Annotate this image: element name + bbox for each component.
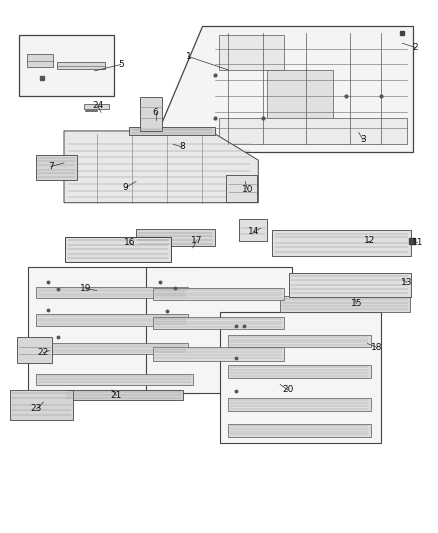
Polygon shape	[57, 62, 106, 69]
Polygon shape	[152, 348, 285, 361]
Text: 19: 19	[80, 284, 92, 293]
Polygon shape	[228, 424, 371, 437]
Polygon shape	[28, 266, 199, 393]
Polygon shape	[219, 118, 407, 144]
Polygon shape	[136, 229, 215, 246]
Polygon shape	[239, 219, 267, 241]
Text: 18: 18	[371, 343, 383, 352]
Polygon shape	[152, 317, 285, 329]
Text: 14: 14	[248, 228, 260, 237]
Polygon shape	[35, 155, 77, 180]
Text: 23: 23	[31, 405, 42, 414]
Polygon shape	[289, 273, 411, 297]
Polygon shape	[219, 35, 285, 70]
Polygon shape	[19, 35, 114, 96]
Polygon shape	[228, 365, 371, 378]
Text: 22: 22	[38, 348, 49, 357]
Text: 5: 5	[118, 60, 124, 69]
Text: 20: 20	[283, 385, 293, 394]
Text: 12: 12	[364, 237, 375, 246]
Polygon shape	[65, 237, 171, 262]
Polygon shape	[64, 131, 258, 203]
Text: 6: 6	[153, 108, 159, 117]
Text: 21: 21	[111, 391, 122, 400]
Polygon shape	[228, 335, 371, 348]
Polygon shape	[27, 54, 53, 67]
Text: 15: 15	[351, 299, 362, 308]
Polygon shape	[84, 104, 109, 109]
Polygon shape	[35, 343, 188, 354]
Polygon shape	[152, 288, 285, 300]
Text: 3: 3	[360, 135, 366, 144]
Text: 7: 7	[48, 162, 54, 171]
Polygon shape	[280, 296, 410, 312]
Polygon shape	[36, 374, 193, 384]
Polygon shape	[35, 287, 188, 298]
Text: 1: 1	[186, 52, 191, 61]
Polygon shape	[272, 230, 411, 256]
Text: 11: 11	[412, 238, 424, 247]
Text: 16: 16	[124, 238, 135, 247]
Polygon shape	[17, 337, 52, 364]
Text: 9: 9	[122, 183, 128, 192]
Text: 24: 24	[92, 101, 103, 110]
Text: 17: 17	[191, 237, 202, 246]
Polygon shape	[146, 266, 292, 393]
Polygon shape	[267, 70, 332, 136]
Polygon shape	[226, 175, 258, 201]
Polygon shape	[35, 314, 188, 326]
Polygon shape	[149, 26, 413, 152]
Polygon shape	[228, 398, 371, 411]
Polygon shape	[11, 390, 73, 419]
Polygon shape	[130, 127, 215, 135]
Text: 13: 13	[401, 278, 413, 287]
Polygon shape	[141, 98, 162, 131]
Polygon shape	[65, 390, 183, 400]
Polygon shape	[220, 312, 381, 443]
Text: 10: 10	[242, 185, 253, 194]
Text: 8: 8	[179, 142, 185, 151]
Text: 2: 2	[413, 43, 418, 52]
